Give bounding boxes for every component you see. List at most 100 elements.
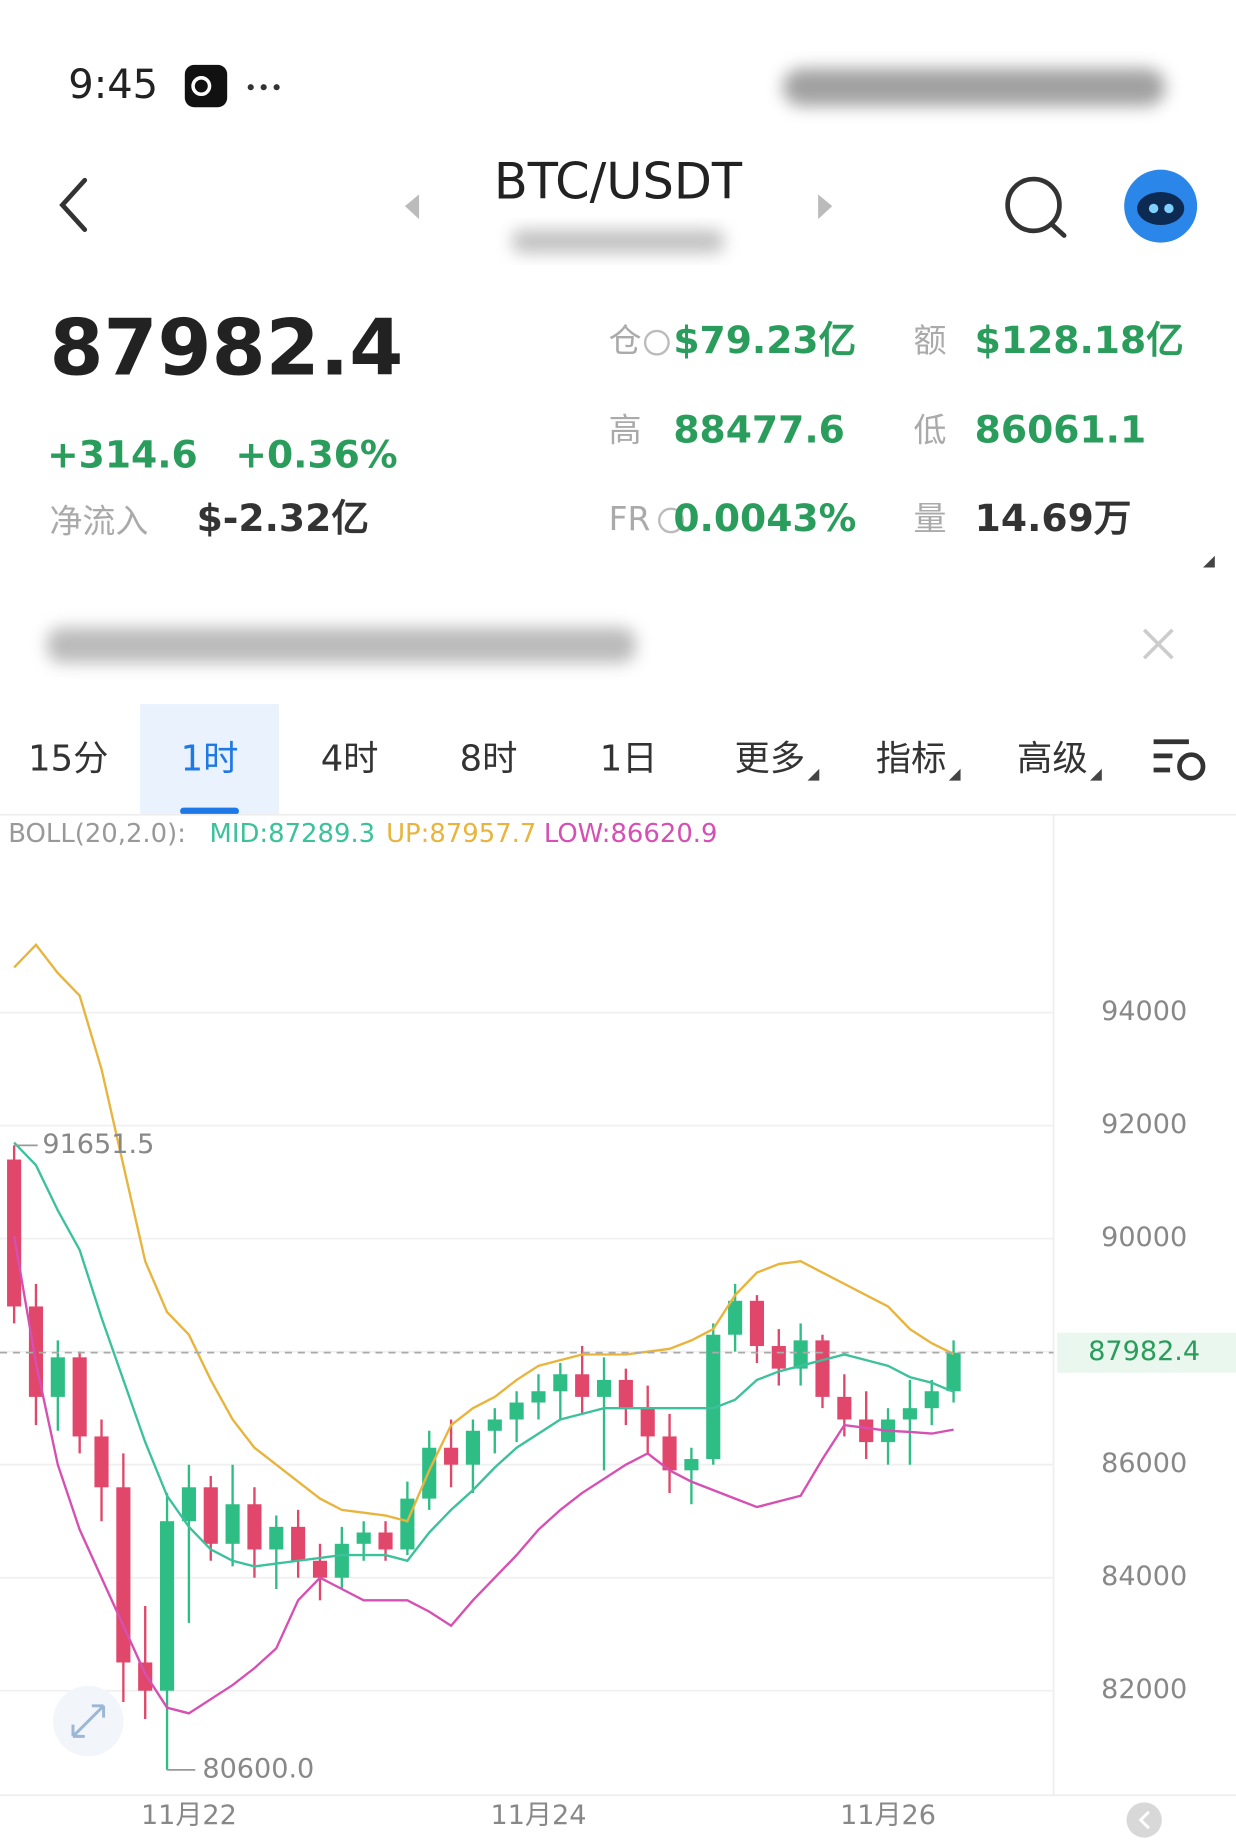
candle-body [356, 1532, 371, 1544]
candle-body [7, 1159, 22, 1307]
timeframe-tab[interactable]: 高级 [1017, 739, 1088, 780]
pair-title[interactable]: BTC/USDT [494, 152, 743, 210]
subtitle-blurred [512, 229, 724, 254]
dot [260, 84, 267, 91]
candle-body [72, 1357, 87, 1437]
dropdown-caret [1090, 768, 1102, 781]
max-label: 91651.5 [42, 1129, 154, 1160]
candle-body [815, 1340, 830, 1397]
timeframe-tab[interactable]: 8时 [460, 739, 518, 780]
candle-body [793, 1340, 808, 1369]
y-tick-label: 92000 [1101, 1109, 1187, 1140]
candle-body [181, 1487, 196, 1522]
stat-value: 88477.6 [673, 408, 845, 452]
y-tick-label: 82000 [1101, 1674, 1187, 1705]
y-tick-label: 90000 [1101, 1222, 1187, 1253]
y-tick-label: 94000 [1101, 996, 1187, 1027]
legend-entry: MID:87289.3 [210, 819, 376, 849]
x-tick-label: 11月26 [840, 1800, 936, 1831]
dropdown-caret [807, 768, 820, 781]
stat-value: 0.0043% [673, 496, 856, 540]
y-tick-label: 86000 [1101, 1448, 1187, 1479]
candle-body [640, 1408, 655, 1437]
candle-body [859, 1419, 874, 1443]
candle-body [312, 1560, 328, 1578]
candle-body [400, 1498, 415, 1550]
candle-body [749, 1300, 765, 1347]
candle-body [159, 1521, 175, 1691]
candle-body [575, 1374, 590, 1397]
candle-body [618, 1379, 633, 1409]
stat-value: 14.69万 [975, 496, 1132, 540]
candle-body [924, 1391, 939, 1409]
back-button[interactable] [59, 177, 88, 233]
net-inflow: $-2.32亿 [197, 496, 369, 540]
active-tab-indicator [180, 807, 239, 815]
candle-body [50, 1357, 65, 1397]
help-icon[interactable] [658, 507, 684, 534]
expand-corner[interactable] [1203, 555, 1215, 568]
stat-label: 量 [913, 499, 946, 538]
candle-body [378, 1532, 393, 1550]
timeframe-tab[interactable]: 指标 [876, 739, 947, 780]
active-tab-bg [140, 704, 279, 815]
stat-label: 仓 [609, 321, 642, 360]
candle-body [225, 1504, 240, 1544]
next-pair[interactable] [818, 194, 833, 220]
candle-body [553, 1374, 568, 1392]
indicator-label: BOLL(20,2.0): [8, 819, 186, 849]
candle-body [662, 1436, 677, 1471]
candle-body [465, 1430, 480, 1465]
candle-body [487, 1419, 502, 1431]
candle-body [138, 1662, 153, 1691]
last-price: 87982.4 [49, 304, 403, 394]
timeframe-tab[interactable]: 4时 [321, 739, 379, 780]
legend-entry: LOW:86620.9 [544, 819, 718, 849]
boll-line [13, 943, 955, 1523]
stat-value: $79.23亿 [673, 318, 856, 362]
candle-body [291, 1526, 306, 1561]
candle-body [269, 1526, 284, 1550]
candle-body [596, 1379, 612, 1397]
search-button[interactable] [1005, 176, 1062, 234]
avatar-eye [1148, 203, 1159, 214]
candle-body [247, 1504, 262, 1550]
last-price-tag [1057, 1332, 1236, 1373]
min-label: 80600.0 [202, 1753, 314, 1784]
scroll-icon [1138, 1810, 1150, 1830]
candle-body [531, 1391, 546, 1403]
kline-chart: 8200084000860008800090000920009400011月22… [0, 814, 1236, 1831]
chart-settings[interactable] [1153, 739, 1206, 781]
stat-value: 86061.1 [975, 408, 1147, 452]
app-icon-glyph [191, 76, 212, 97]
scroll-latest[interactable] [1126, 1802, 1162, 1838]
timeframe-tab[interactable]: 15分 [28, 739, 108, 780]
settings-lines [1153, 739, 1189, 773]
search-handle [1048, 221, 1067, 238]
stat-label: FR [609, 499, 651, 538]
app-icon [184, 64, 228, 108]
x-tick-label: 11月22 [141, 1800, 237, 1831]
candle-body [771, 1346, 786, 1369]
timeframe-tab[interactable]: 1时 [181, 739, 239, 780]
prev-pair[interactable] [404, 194, 420, 220]
candle-body [706, 1334, 721, 1460]
candle-body [946, 1352, 961, 1392]
candle-body [203, 1487, 218, 1544]
stat-label: 高 [609, 411, 642, 450]
candle-body [334, 1543, 349, 1578]
stat-label: 额 [913, 321, 946, 360]
net-inflow-label: 净流入 [49, 501, 148, 540]
timeframe-tab[interactable]: 更多 [735, 739, 806, 780]
help-icon[interactable] [643, 329, 670, 356]
dropdown-caret [948, 768, 961, 781]
settings-gear [1177, 752, 1206, 781]
x-tick-label: 11月24 [491, 1800, 587, 1831]
banner-close[interactable] [1142, 628, 1174, 660]
fullscreen-icon [71, 1704, 106, 1738]
banner-blurred [47, 627, 636, 663]
status-icons-blurred [782, 68, 1166, 107]
legend-entry: UP:87957.7 [386, 819, 536, 849]
timeframe-tab[interactable]: 1日 [600, 739, 658, 780]
avatar-face [1137, 191, 1185, 225]
